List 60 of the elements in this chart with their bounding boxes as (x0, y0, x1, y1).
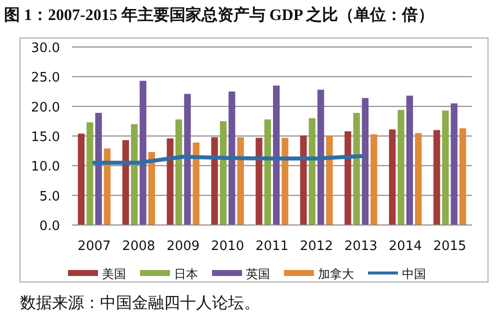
bar (317, 90, 324, 225)
bar (459, 128, 466, 225)
source-note: 数据来源：中国金融四十人论坛。 (20, 294, 260, 312)
bar (148, 152, 155, 225)
bar (450, 103, 458, 225)
y-tick-label: 15.0 (31, 130, 60, 145)
x-tick-label: 2007 (78, 239, 111, 254)
bar (228, 92, 236, 225)
x-tick-label: 2013 (344, 239, 378, 254)
y-tick-label: 10.0 (31, 160, 60, 175)
x-tick-label: 2015 (433, 239, 466, 254)
legend-label: 英国 (246, 267, 270, 281)
bar (326, 136, 333, 225)
bar (86, 122, 94, 225)
chart-title: 图 1：2007-2015 年主要国家总资产与 GDP 之比（单位：倍） (4, 5, 434, 24)
bar (211, 137, 218, 225)
bar (192, 142, 200, 225)
legend-label: 中国 (402, 267, 426, 281)
line-series (92, 154, 363, 165)
x-tick-label: 2011 (255, 239, 289, 254)
bar (95, 112, 102, 225)
bar (370, 134, 378, 225)
legend-label: 加拿大 (318, 267, 354, 281)
bar (282, 138, 288, 225)
bar (122, 140, 129, 225)
x-tick-label: 2010 (211, 239, 244, 254)
y-tick-label: 20.0 (31, 100, 60, 116)
bar (353, 112, 360, 225)
bar (175, 119, 182, 225)
bar (140, 80, 146, 225)
legend-label: 日本 (174, 267, 198, 281)
x-tick-label: 2014 (388, 239, 422, 254)
bar (237, 137, 244, 225)
bar (300, 135, 307, 225)
bar (308, 118, 316, 225)
legend-label: 美国 (102, 267, 126, 281)
bar (264, 119, 271, 225)
x-tick-label: 2012 (300, 239, 333, 254)
x-tick-label: 2009 (166, 239, 200, 254)
bar (220, 121, 227, 225)
bar (362, 98, 369, 225)
bar (406, 96, 413, 225)
y-tick-label: 5.0 (39, 189, 60, 204)
bar (273, 86, 280, 225)
bar (442, 110, 449, 225)
bar (104, 148, 111, 225)
y-tick-label: 25.0 (31, 70, 60, 86)
y-tick-label: 30.0 (31, 41, 60, 56)
bar (398, 110, 404, 225)
bar (78, 134, 85, 225)
bar (415, 133, 422, 225)
bar (389, 129, 396, 225)
bar (131, 124, 138, 225)
bar (344, 131, 352, 225)
x-tick-label: 2008 (122, 239, 156, 254)
y-tick-label: 0.0 (39, 219, 60, 234)
bar (184, 94, 191, 225)
bar (433, 130, 440, 225)
bar (166, 138, 174, 225)
bar (256, 138, 262, 225)
